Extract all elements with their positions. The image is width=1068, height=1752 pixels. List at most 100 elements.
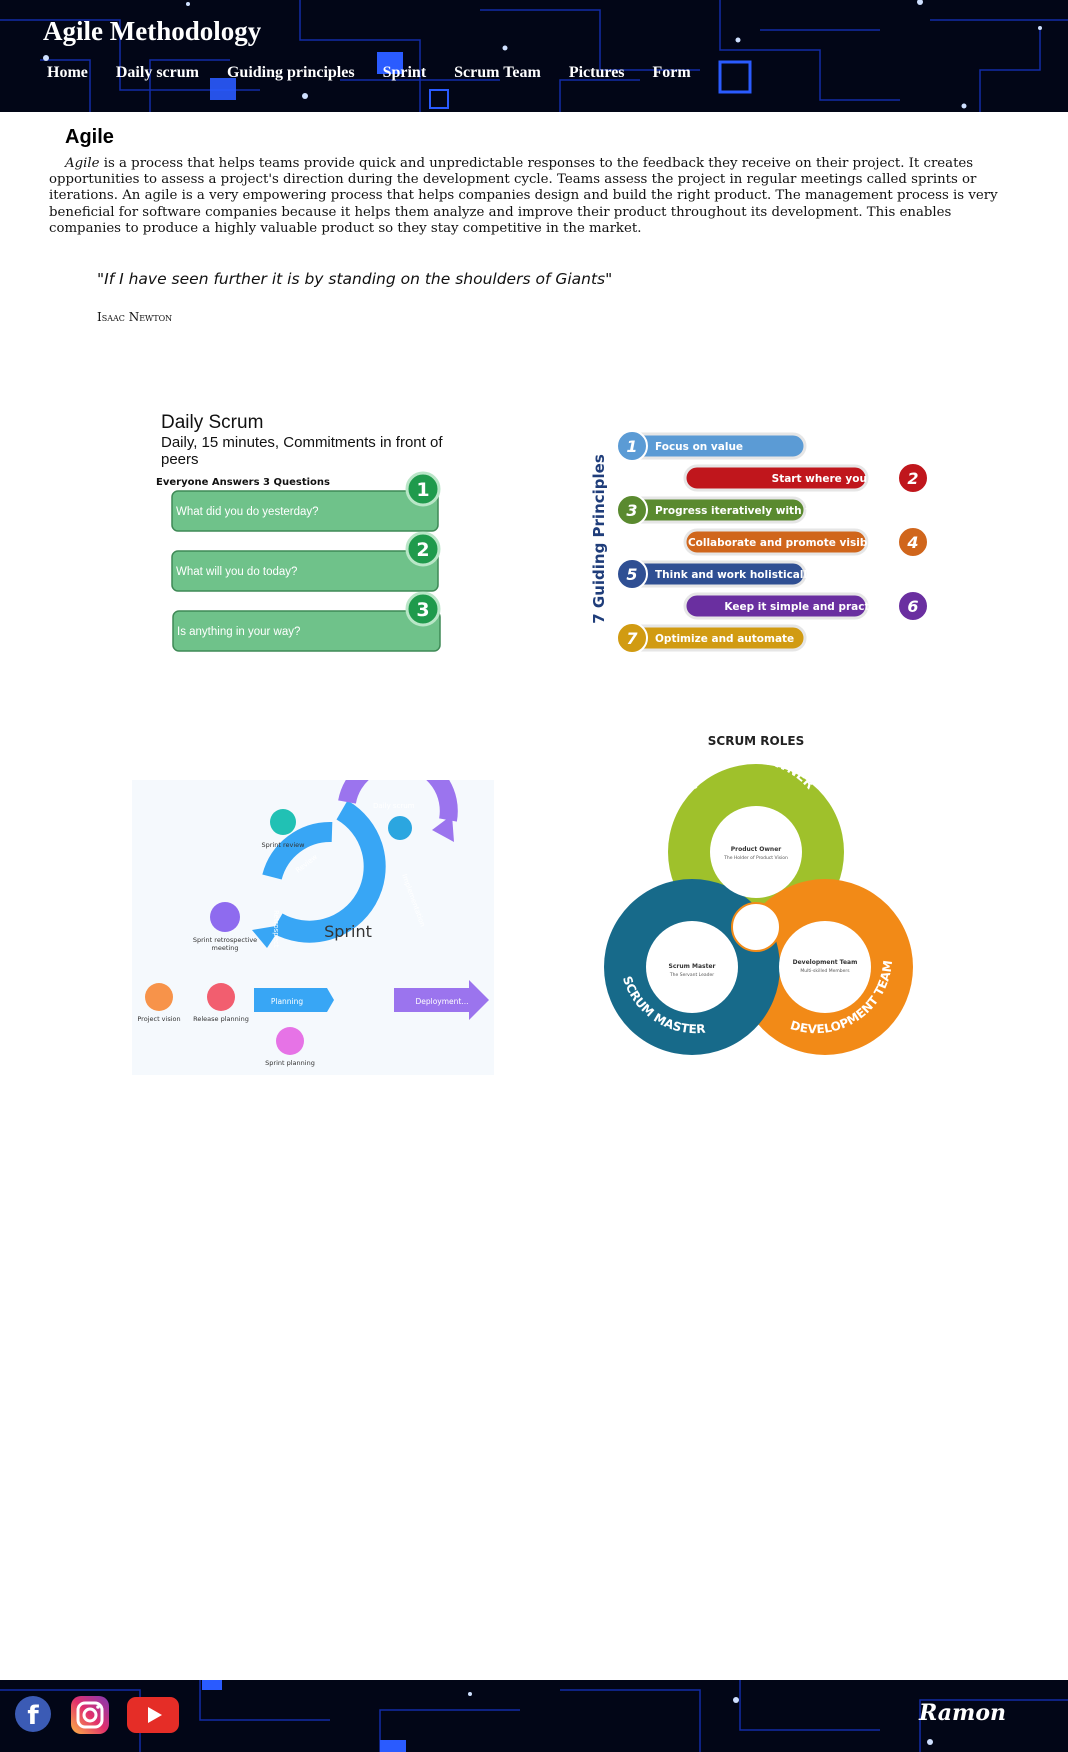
principle-text: Progress iteratively with feedback [655, 505, 860, 517]
principle-number-badge [616, 558, 648, 590]
principle-item: 1 Focus on value [616, 430, 807, 462]
intro-text: is a process that helps teams provide qu… [49, 156, 998, 236]
po-sub: The Holder of Product Vision [723, 855, 788, 861]
principle-number-badge [616, 430, 648, 462]
daily-scrum-icon [388, 816, 412, 840]
number-badge [405, 531, 441, 567]
dt-name: Development Team [793, 959, 858, 966]
circuit-background [0, 0, 1068, 112]
quote: "If I have seen further it is by standin… [97, 270, 613, 288]
sprint-planning-label: Sprint planning [265, 1059, 315, 1067]
intro-term: Agile [65, 156, 100, 171]
question-1: What did you do yesterday? 1 [171, 471, 441, 532]
principle-item: 4 Collaborate and promote visibility [683, 526, 929, 558]
question-text: Is anything in your way? [177, 626, 300, 638]
principles-list: 1 Focus on value 2 Start where you are 3 Prog… [616, 430, 929, 654]
nav-pictures[interactable]: Pictures [568, 64, 625, 81]
principle-number: 6 [907, 597, 918, 616]
principle-number-badge [897, 526, 929, 558]
facebook-icon[interactable]: f [14, 1695, 52, 1733]
nav-form[interactable]: Form [652, 64, 691, 81]
principle-text: Keep it simple and practical [724, 601, 890, 613]
sprint-planning-icon [276, 1027, 304, 1055]
principle-number: 5 [626, 565, 637, 584]
sprint-cycle-image: Daily scrum Sprint Sprint review Review … [132, 780, 494, 1075]
daily-scrum-caption: Everyone Answers 3 Questions [156, 477, 330, 488]
nav-home[interactable]: Home [47, 64, 88, 81]
sprint-retrospective-icon [210, 902, 240, 932]
deployment-label: Deployment... [415, 997, 468, 1006]
number-badge [405, 471, 441, 507]
daily-scrum-label: Daily scrum [373, 802, 415, 810]
site-header: Agile Methodology Home Daily scrum Guidi… [0, 0, 1068, 112]
number-badge [405, 591, 441, 627]
number-badge-label: 3 [416, 599, 429, 621]
guiding-principles-image: 7 Guiding Principles 1 Focus on value 2 Sta… [590, 430, 929, 654]
principle-number-badge [897, 590, 929, 622]
question-3: Is anything in your way? 3 [172, 591, 441, 652]
cycle-icon [731, 902, 781, 952]
principle-text: Collaborate and promote visibility [688, 537, 890, 549]
principle-bar [683, 464, 869, 492]
planning-label: Planning [271, 997, 304, 1006]
principle-item: 2 Start where you are [683, 462, 929, 494]
principle-number: 4 [906, 533, 918, 552]
principle-text: Think and work holistically [655, 569, 814, 581]
svg-text:f: f [27, 1701, 39, 1731]
nav-guiding-principles[interactable]: Guiding principles [226, 64, 355, 81]
project-vision-icon [145, 983, 173, 1011]
sm-sub: The Servant Leader [669, 972, 714, 978]
principle-text: Optimize and automate [655, 633, 794, 645]
number-badge-label: 1 [416, 479, 429, 501]
principle-bar [683, 528, 869, 556]
question-text: What will you do today? [176, 566, 297, 578]
circuit-square [377, 52, 403, 74]
principle-item: 3 Progress iteratively with feedback [616, 494, 860, 526]
sprint-retro-label: Sprint retrospective [193, 936, 257, 944]
release-planning-icon [207, 983, 235, 1011]
principle-number-badge [897, 462, 929, 494]
daily-scrum-title: Daily Scrum [161, 412, 263, 433]
daily-scrum-subtitle: Daily, 15 minutes, Commitments in front … [161, 434, 443, 451]
question-2: What will you do today? 2 [171, 531, 441, 592]
principle-bar [683, 592, 869, 620]
daily-scrum-subtitle-2: peers [161, 451, 199, 468]
principle-text: Start where you are [772, 473, 890, 485]
principle-item: 7 Optimize and automate [616, 622, 807, 654]
nav-scrum-team[interactable]: Scrum Team [454, 64, 541, 81]
sprint-loop [271, 800, 386, 943]
sprint-retro-label-2: meeting [212, 944, 239, 952]
daily-scrum-arc [338, 780, 458, 822]
question-text: What did you do yesterday? [176, 506, 319, 518]
sprint-review-icon [270, 809, 296, 835]
scrum-roles-title: SCRUM ROLES [708, 734, 804, 748]
principles-side-title: 7 Guiding Principles [590, 454, 608, 624]
section-heading: Agile [65, 126, 114, 148]
principle-item: 5 Think and work holistically [616, 558, 814, 590]
youtube-icon[interactable] [126, 1696, 180, 1734]
footer-circuit-background [0, 1680, 1068, 1752]
principle-number: 1 [626, 437, 637, 456]
principle-number: 3 [626, 501, 637, 520]
nav-sprint[interactable]: Sprint [382, 64, 427, 81]
instagram-icon[interactable] [70, 1695, 110, 1735]
daily-scrum-image: Daily Scrum Daily, 15 minutes, Commitmen… [156, 412, 443, 652]
principle-item: 6 Keep it simple and practical [683, 590, 929, 622]
site-title: Agile Methodology [43, 16, 262, 46]
sprint-review-label: Sprint review [262, 841, 306, 849]
intro-paragraph: Agile is a process that helps teams prov… [49, 156, 1009, 237]
principle-number-badge [616, 622, 648, 654]
principle-number-badge [616, 494, 648, 526]
project-vision-label: Project vision [137, 1015, 180, 1023]
nav-daily-scrum[interactable]: Daily scrum [115, 64, 199, 81]
principle-text: Focus on value [655, 441, 743, 453]
author-signature: Ramon [919, 1700, 1006, 1726]
sm-name: Scrum Master [669, 963, 716, 970]
site-footer: f Ramon [0, 1680, 1068, 1752]
number-badge-label: 2 [416, 539, 429, 561]
po-name: Product Owner [731, 846, 782, 853]
main-nav: Home Daily scrum Guiding principles Spri… [41, 64, 697, 82]
planning-arrow [254, 988, 334, 1012]
principle-number: 2 [907, 469, 918, 488]
principle-number: 7 [626, 629, 638, 648]
